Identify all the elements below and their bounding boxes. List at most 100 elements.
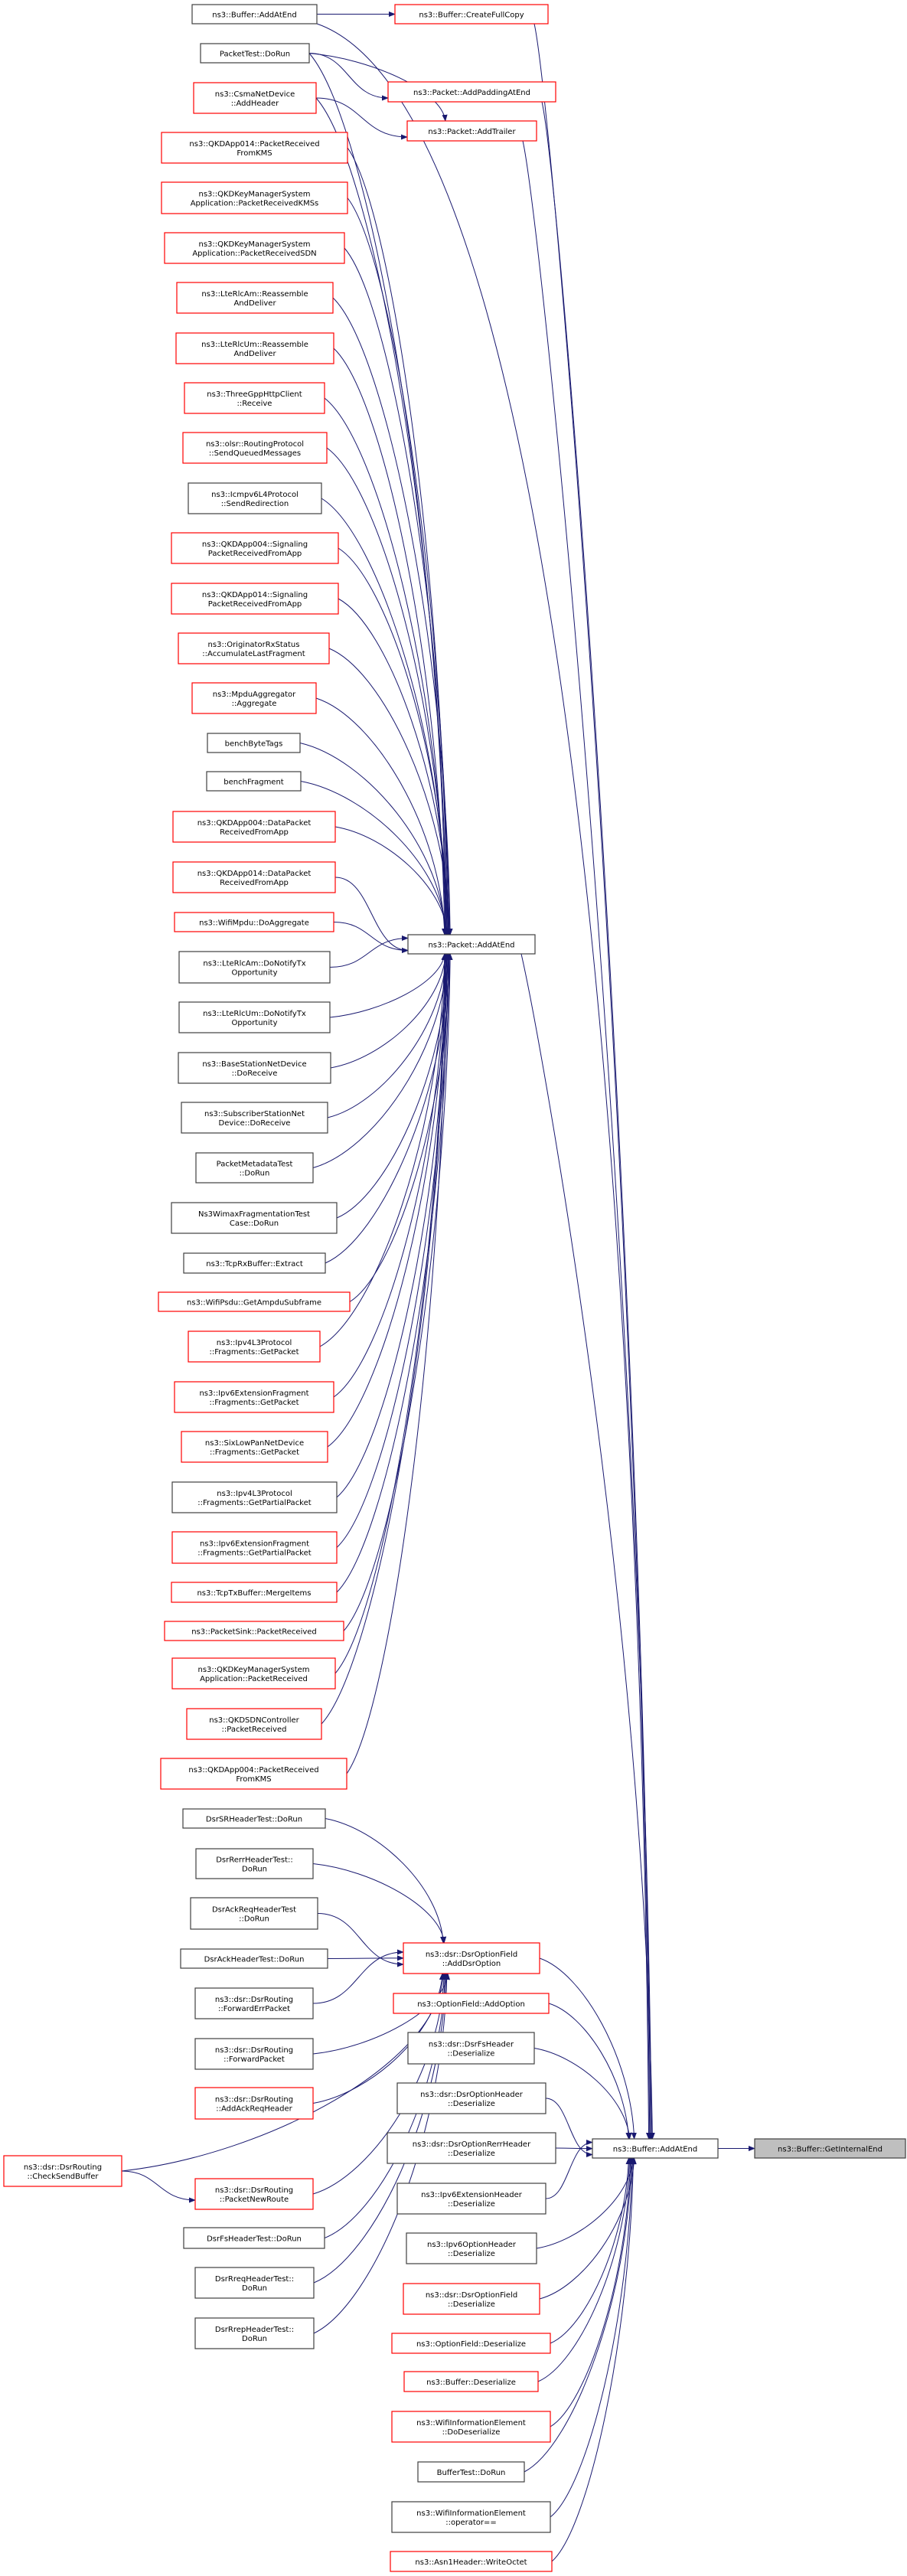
node-box[interactable]: [172, 861, 336, 893]
node-box[interactable]: [592, 2138, 719, 2159]
node-dsrfs-deser[interactable]: ns3::dsr::DsrFsHeader::Deserialize: [407, 2032, 535, 2065]
node-box[interactable]: [178, 1001, 331, 1033]
node-pmt[interactable]: PacketMetadataTest::DoRun: [195, 1152, 314, 1184]
node-box[interactable]: [406, 2232, 537, 2264]
node-dsrack[interactable]: DsrAckHeaderTest::DoRun: [180, 1948, 328, 1969]
node-orig[interactable]: ns3::OriginatorRxStatus::AccumulateLastF…: [178, 632, 330, 664]
node-bs[interactable]: ns3::BaseStationNetDevice::DoReceive: [178, 1052, 331, 1084]
node-box[interactable]: [183, 1252, 326, 1274]
node-mpdu[interactable]: ns3::MpduAggregator::Aggregate: [191, 682, 317, 714]
node-box[interactable]: [190, 1897, 318, 1930]
node-box[interactable]: [172, 811, 336, 843]
node-csma[interactable]: ns3::CsmaNetDevice::AddHeader: [193, 82, 317, 114]
node-box[interactable]: [171, 1582, 338, 1603]
node-tcptx[interactable]: ns3::TcpTxBuffer::MergeItems: [171, 1582, 338, 1603]
node-box[interactable]: [184, 382, 325, 414]
node-rerr-deser[interactable]: ns3::dsr::DsrOptionRerrHeader::Deseriali…: [387, 2132, 556, 2164]
node-sig004[interactable]: ns3::QKDApp004::SignalingPacketReceivedF…: [171, 532, 339, 564]
node-box[interactable]: [171, 583, 339, 615]
node-box[interactable]: [171, 1531, 338, 1564]
node-packettest[interactable]: PacketTest::DoRun: [200, 43, 310, 64]
node-newroute[interactable]: ns3::dsr::DsrRouting::PacketNewRoute: [194, 2178, 314, 2210]
node-fwderr[interactable]: ns3::dsr::DsrRouting::ForwardErrPacket: [194, 1987, 314, 2019]
node-threegpp[interactable]: ns3::ThreeGppHttpClient::Receive: [184, 382, 325, 414]
node-box[interactable]: [403, 2283, 540, 2315]
node-rrep[interactable]: DsrRrepHeaderTest::DoRun: [194, 2317, 315, 2349]
node-pkt-addatend[interactable]: ns3::Packet::AddAtEnd: [407, 934, 536, 955]
node-box[interactable]: [180, 1948, 328, 1969]
node-box[interactable]: [754, 2138, 906, 2159]
node-box[interactable]: [176, 282, 334, 314]
node-box[interactable]: [178, 632, 330, 664]
node-ackreqhdr[interactable]: ns3::dsr::DsrRouting::AddAckReqHeader: [194, 2087, 314, 2120]
node-of-deser[interactable]: ns3::OptionField::Deserialize: [391, 2333, 551, 2354]
node-buftest[interactable]: BufferTest::DoRun: [417, 2461, 525, 2483]
node-box[interactable]: [160, 1758, 347, 1790]
node-box[interactable]: [181, 1102, 328, 1134]
node-box[interactable]: [393, 1993, 550, 2014]
node-box[interactable]: [171, 1202, 338, 1234]
node-sdn[interactable]: ns3::QKDKeyManagerSystemApplication::Pac…: [164, 232, 345, 264]
node-box[interactable]: [200, 43, 310, 64]
node-createfullcopy[interactable]: ns3::Buffer::CreateFullCopy: [394, 4, 549, 24]
node-box[interactable]: [396, 2183, 546, 2215]
node-wie-dodeser[interactable]: ns3::WifiInformationElement::DoDeseriali…: [391, 2411, 551, 2443]
node-ss[interactable]: ns3::SubscriberStationNetDevice::DoRecei…: [181, 1102, 328, 1134]
node-box[interactable]: [3, 2155, 122, 2187]
node-sink[interactable]: ns3::PacketSink::PacketReceived: [164, 1621, 344, 1641]
node-box[interactable]: [206, 771, 302, 792]
node-dsroh-deser[interactable]: ns3::dsr::DsrOptionHeader::Deserialize: [396, 2082, 546, 2114]
node-kmspr[interactable]: ns3::QKDKeyManagerSystemApplication::Pac…: [171, 1657, 336, 1690]
node-box[interactable]: [171, 1481, 338, 1513]
node-icmpv6[interactable]: ns3::Icmpv6L4Protocol::SendRedirection: [188, 482, 322, 514]
node-dp014[interactable]: ns3::QKDApp014::DataPacketReceivedFromAp…: [172, 861, 336, 893]
node-ipv6ext[interactable]: ns3::Ipv6ExtensionHeader::Deserialize: [396, 2183, 546, 2215]
node-box[interactable]: [191, 4, 318, 24]
node-box[interactable]: [391, 2501, 551, 2533]
node-box[interactable]: [194, 2267, 315, 2299]
node-box[interactable]: [181, 1431, 328, 1463]
node-adddsropt[interactable]: ns3::dsr::DsrOptionField::AddDsrOption: [403, 1942, 540, 1974]
node-fwd[interactable]: ns3::dsr::DsrRouting::ForwardPacket: [194, 2038, 314, 2070]
node-box[interactable]: [164, 232, 345, 264]
node-rreq[interactable]: DsrRreqHeaderTest::DoRun: [194, 2267, 315, 2299]
node-box[interactable]: [164, 1621, 344, 1641]
node-addtrailer[interactable]: ns3::Packet::AddTrailer: [406, 120, 537, 142]
node-sixlow[interactable]: ns3::SixLowPanNetDevice::Fragments::GetP…: [181, 1431, 328, 1463]
node-olsr[interactable]: ns3::olsr::RoutingProtocol::SendQueuedMe…: [182, 432, 328, 464]
node-benchbyte[interactable]: benchByteTags: [207, 733, 301, 753]
node-addoption[interactable]: ns3::OptionField::AddOption: [393, 1993, 550, 2014]
node-buf-addatend-top[interactable]: ns3::Buffer::AddAtEnd: [191, 4, 318, 24]
node-box[interactable]: [387, 81, 556, 103]
node-box[interactable]: [417, 2461, 525, 2483]
node-sdnpr[interactable]: ns3::QKDSDNController::PacketReceived: [186, 1708, 322, 1740]
node-dsrsr[interactable]: DsrSRHeaderTest::DoRun: [182, 1808, 326, 1829]
node-box[interactable]: [174, 912, 334, 932]
node-asn1[interactable]: ns3::Asn1Header::WriteOctet: [390, 2551, 553, 2572]
node-box[interactable]: [183, 2227, 325, 2249]
node-kmss[interactable]: ns3::QKDKeyManagerSystemApplication::Pac…: [161, 181, 348, 214]
node-box[interactable]: [174, 1381, 334, 1413]
node-dsrackreq[interactable]: DsrAckReqHeaderTest::DoRun: [190, 1897, 318, 1930]
node-box[interactable]: [182, 432, 328, 464]
node-buf-addatend[interactable]: ns3::Buffer::AddAtEnd: [592, 2138, 719, 2159]
node-box[interactable]: [171, 532, 339, 564]
node-box[interactable]: [194, 2317, 315, 2349]
node-ipv4gp[interactable]: ns3::Ipv4L3Protocol::Fragments::GetPacke…: [188, 1330, 321, 1363]
node-box[interactable]: [194, 2178, 314, 2210]
node-dsrrerr[interactable]: DsrRerrHeaderTest::DoRun: [195, 1848, 314, 1879]
node-box[interactable]: [407, 2032, 535, 2065]
node-box[interactable]: [191, 682, 317, 714]
node-psdu[interactable]: ns3::WifiPsdu::GetAmpduSubframe: [158, 1291, 351, 1312]
node-box[interactable]: [407, 934, 536, 955]
node-box[interactable]: [178, 951, 331, 984]
node-box[interactable]: [391, 2333, 551, 2354]
node-box[interactable]: [406, 120, 537, 142]
node-wie-op[interactable]: ns3::WifiInformationElement::operator==: [391, 2501, 551, 2533]
